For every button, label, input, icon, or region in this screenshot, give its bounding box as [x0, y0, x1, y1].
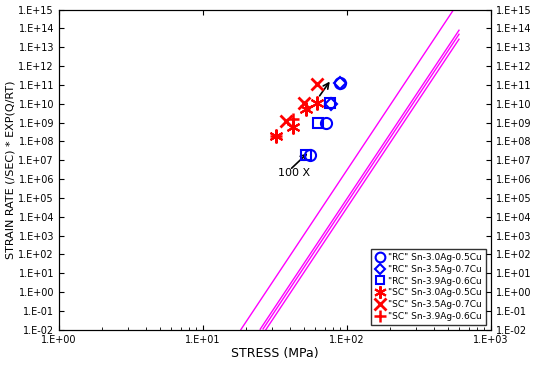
- Y-axis label: STRAIN RATE (/SEC) * EXP(Q/RT): STRAIN RATE (/SEC) * EXP(Q/RT): [5, 81, 16, 259]
- Text: 100 X: 100 X: [278, 168, 310, 178]
- X-axis label: STRESS (MPa): STRESS (MPa): [231, 347, 318, 361]
- Legend: "RC" Sn-3.0Ag-0.5Cu, "RC" Sn-3.5Ag-0.7Cu, "RC" Sn-3.9Ag-0.6Cu, "SC" Sn-3.0Ag-0.5: "RC" Sn-3.0Ag-0.5Cu, "RC" Sn-3.5Ag-0.7Cu…: [371, 249, 487, 325]
